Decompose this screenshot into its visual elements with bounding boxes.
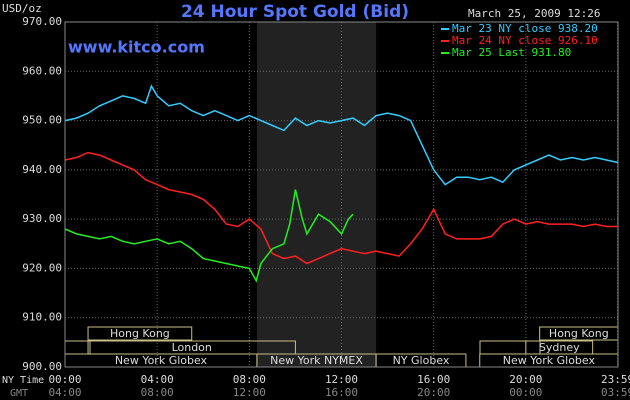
market-label: New York Globex — [115, 354, 208, 367]
x2-tick-label: 04:00 — [48, 386, 81, 399]
y-tick-label: 930.00 — [22, 212, 62, 225]
y-tick-label: 910.00 — [22, 311, 62, 324]
y-tick-label: 950.00 — [22, 114, 62, 127]
timestamp: March 25, 2009 12:26 — [468, 7, 600, 20]
x2-tick-label: 20:00 — [417, 386, 450, 399]
x-row-label: NY Time — [2, 375, 44, 386]
legend-label: Mar 25 Last 931.80 — [452, 46, 571, 59]
x-tick-label: 00:00 — [48, 373, 81, 386]
x-tick-label: 12:00 — [325, 373, 358, 386]
legend-label: Mar 23 NY close 938.20 — [452, 22, 598, 35]
series-line — [64, 189, 354, 283]
x-tick-label: 08:00 — [233, 373, 266, 386]
market-label: New York NYMEX — [270, 354, 363, 367]
y-tick-label: 900.00 — [22, 360, 62, 373]
plot-border — [64, 21, 619, 368]
market-label: New York Globex — [503, 354, 596, 367]
x-tick-label: 04:00 — [141, 373, 174, 386]
legend-label: Mar 24 NY close 926.10 — [452, 34, 598, 47]
market-label: Hong Kong — [110, 327, 170, 340]
x2-row-label: GMT — [10, 388, 28, 399]
chart-title: 24 Hour Spot Gold (Bid) — [181, 2, 409, 22]
x2-tick-label: 00:00 — [509, 386, 542, 399]
market-label: NY Globex — [393, 354, 450, 367]
x2-tick-label: 16:00 — [325, 386, 358, 399]
series-line — [64, 84, 618, 186]
y-tick-label: 970.00 — [22, 15, 62, 28]
shaded-region — [256, 22, 377, 367]
x-tick-label: 23:59 — [601, 373, 630, 386]
x2-tick-label: 08:00 — [141, 386, 174, 399]
x-tick-label: 16:00 — [417, 373, 450, 386]
market-box — [87, 326, 193, 341]
site: www.kitco.com — [68, 38, 205, 57]
y-tick-label: 940.00 — [22, 163, 62, 176]
x2-tick-label: 12:00 — [233, 386, 266, 399]
y-axis-label: USD/oz — [2, 2, 42, 15]
market-label: Sydney — [539, 341, 580, 354]
y-tick-label: 960.00 — [22, 64, 62, 77]
series-line — [64, 151, 618, 265]
market-label: Hong Kong — [549, 327, 609, 340]
market-label: London — [172, 341, 212, 354]
x2-tick-label: 03:59 — [601, 386, 630, 399]
y-tick-label: 920.00 — [22, 261, 62, 274]
x-tick-label: 20:00 — [509, 373, 542, 386]
